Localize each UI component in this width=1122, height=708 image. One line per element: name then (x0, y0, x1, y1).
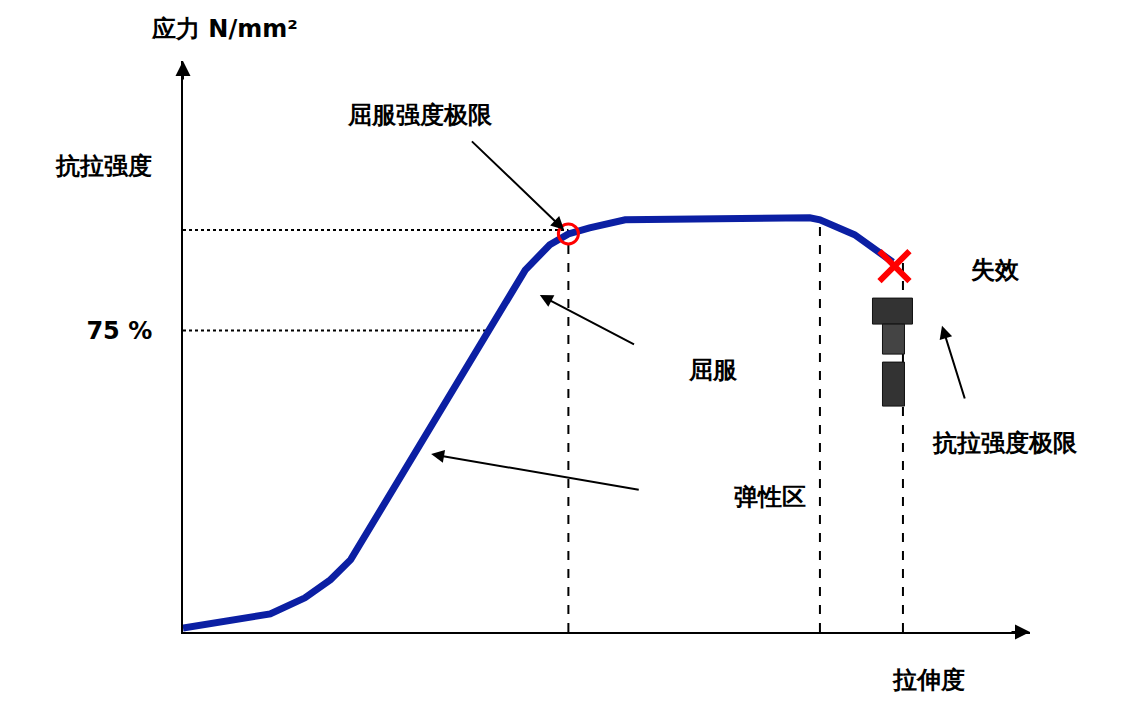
svg-text:屈服: 屈服 (688, 356, 738, 384)
svg-text:抗拉强度: 抗拉强度 (55, 152, 152, 180)
svg-text:75 %: 75 % (86, 317, 152, 345)
svg-text:屈服强度极限: 屈服强度极限 (347, 101, 493, 129)
svg-text:拉伸度: 拉伸度 (892, 666, 965, 694)
svg-text:应力 N/mm²: 应力 N/mm² (151, 15, 298, 43)
svg-text:失效: 失效 (971, 256, 1020, 284)
svg-text:抗拉强度极限: 抗拉强度极限 (932, 429, 1078, 457)
svg-text:弹性区: 弹性区 (734, 483, 806, 511)
